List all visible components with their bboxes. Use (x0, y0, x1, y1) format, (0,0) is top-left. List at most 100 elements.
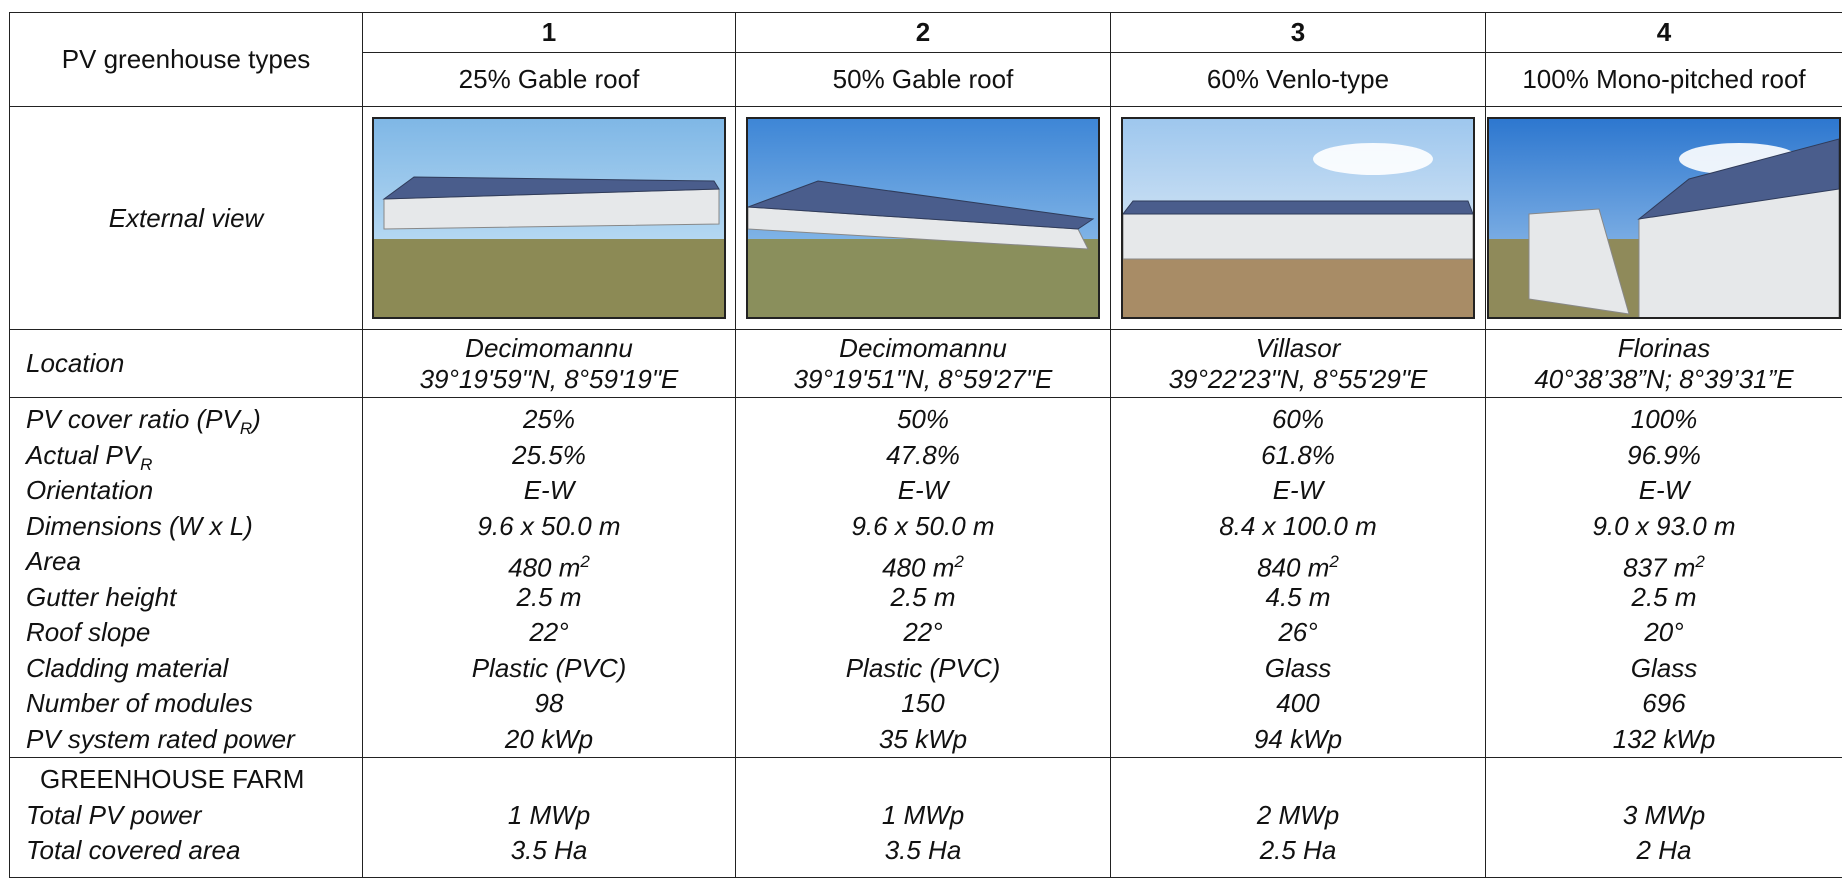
value: 96.9% (1486, 438, 1842, 474)
text-sup: 2 (1695, 552, 1704, 571)
text: 26° (1278, 617, 1317, 647)
spacer (736, 762, 1110, 798)
value: 9.6 x 50.0 m (736, 509, 1110, 545)
text: 9.6 x 50.0 m (851, 511, 994, 541)
type-number: 1 (363, 13, 736, 53)
value: 1 MWp (736, 798, 1110, 834)
text: Gutter height (26, 582, 176, 612)
value: 480 m2 (736, 544, 1110, 580)
type-number: 3 (1111, 13, 1486, 53)
value: 26° (1111, 615, 1485, 651)
value: E-W (363, 473, 735, 509)
text: Glass (1631, 653, 1697, 683)
value: 3.5 Ha (736, 833, 1110, 869)
row-label: PV greenhouse types (10, 13, 363, 107)
value: 2 MWp (1111, 798, 1485, 834)
value: Glass (1486, 651, 1842, 687)
text: 150 (901, 688, 944, 718)
text: 8.4 x 100.0 m (1219, 511, 1377, 541)
row-label: Actual PVR (26, 438, 362, 474)
text: Area (26, 546, 81, 576)
value: 61.8% (1111, 438, 1485, 474)
text: 20 kWp (505, 724, 593, 754)
location-name: Decimomannu (363, 333, 735, 364)
text: 696 (1642, 688, 1685, 718)
location-coords: 39°22'23"N, 8°55'29"E (1111, 364, 1485, 395)
location-coords: 40°38’38”N; 8°39’31”E (1486, 364, 1842, 395)
value: 480 m2 (363, 544, 735, 580)
row-label: Location (10, 330, 363, 398)
text: 100% (1631, 404, 1698, 434)
value: 2.5 Ha (1111, 833, 1485, 869)
photo-row: External view (10, 107, 1842, 330)
greenhouse-photo (746, 117, 1100, 319)
row-label: Total covered area (10, 833, 362, 869)
row-label: Roof slope (26, 615, 362, 651)
page: PV greenhouse types 1 2 3 4 25% Gable ro… (0, 0, 1842, 853)
text: Plastic (PVC) (846, 653, 1001, 683)
value: 400 (1111, 686, 1485, 722)
text: 35 kWp (879, 724, 967, 754)
photo-cell (1111, 107, 1486, 330)
value: 25% (363, 402, 735, 438)
value: 60% (1111, 402, 1485, 438)
value: Plastic (PVC) (736, 651, 1110, 687)
greenhouse-photo (1121, 117, 1475, 319)
value: 150 (736, 686, 1110, 722)
text: 2.5 m (516, 582, 581, 612)
value: 9.6 x 50.0 m (363, 509, 735, 545)
text: 132 kWp (1613, 724, 1716, 754)
value: 50% (736, 402, 1110, 438)
value: 8.4 x 100.0 m (1111, 509, 1485, 545)
value: Plastic (PVC) (363, 651, 735, 687)
value: 22° (736, 615, 1110, 651)
location-coords: 39°19'51"N, 8°59'27"E (736, 364, 1110, 395)
text: Roof slope (26, 617, 150, 647)
text: 22° (529, 617, 568, 647)
text-text: 480 m (508, 553, 580, 583)
text: 98 (535, 688, 564, 718)
value: 2 Ha (1486, 833, 1842, 869)
spec-table: PV greenhouse types 1 2 3 4 25% Gable ro… (9, 12, 1842, 878)
text: Number of modules (26, 688, 253, 718)
greenhouse-photo (1487, 117, 1841, 319)
type-name: 100% Mono-pitched roof (1486, 53, 1842, 107)
text: 96.9% (1627, 440, 1701, 470)
value: E-W (1486, 473, 1842, 509)
value: 4.5 m (1111, 580, 1485, 616)
value: 840 m2 (1111, 544, 1485, 580)
type-name: 60% Venlo-type (1111, 53, 1486, 107)
text-sup: 2 (1329, 552, 1338, 571)
value: 22° (363, 615, 735, 651)
row-label: External view (10, 107, 363, 330)
text: 400 (1276, 688, 1319, 718)
text: PV system rated power (26, 724, 295, 754)
text: 25.5% (512, 440, 586, 470)
spacer (1111, 762, 1485, 798)
value: 47.8% (736, 438, 1110, 474)
row-label: Area (26, 544, 362, 580)
text: E-W (1273, 475, 1324, 505)
value: 98 (363, 686, 735, 722)
text: 9.0 x 93.0 m (1592, 511, 1735, 541)
value: 696 (1486, 686, 1842, 722)
text: 20° (1644, 617, 1683, 647)
row-label: PV cover ratio (PVR) (26, 402, 362, 438)
value: E-W (736, 473, 1110, 509)
text: 25% (523, 404, 575, 434)
text: Orientation (26, 475, 153, 505)
value: 35 kWp (736, 722, 1110, 758)
text-tail: ) (252, 404, 261, 434)
